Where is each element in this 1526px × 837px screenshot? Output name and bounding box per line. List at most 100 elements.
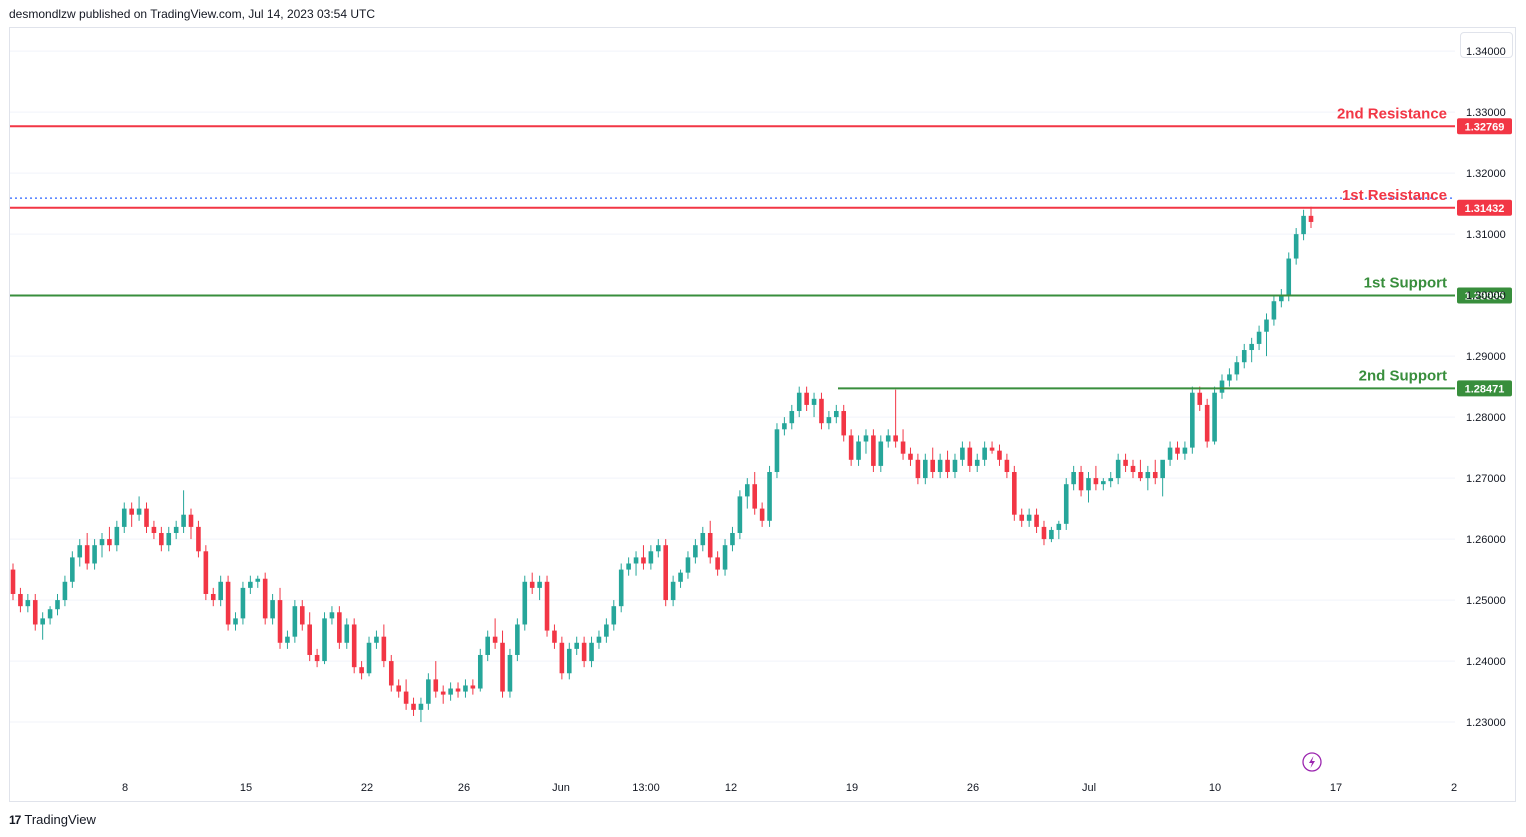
candle — [411, 697, 416, 716]
candle — [982, 441, 987, 466]
candle — [1152, 459, 1158, 485]
candle — [581, 636, 587, 668]
candle — [834, 404, 839, 424]
candle — [151, 520, 157, 540]
candle — [18, 587, 23, 613]
candle — [908, 447, 913, 466]
candle — [915, 453, 921, 485]
price-tag — [1457, 199, 1512, 216]
candle — [448, 682, 453, 701]
candle — [322, 612, 327, 665]
footer-brand[interactable]: TradingView — [24, 812, 96, 827]
candle — [129, 502, 134, 527]
level-label: 1st Resistance — [1342, 187, 1447, 204]
candle — [1264, 313, 1269, 357]
candle — [32, 593, 38, 631]
candle — [1190, 386, 1195, 454]
candle — [1026, 508, 1032, 527]
y-tick-label: 1.29000 — [1466, 351, 1506, 363]
candle — [337, 606, 342, 649]
candle — [1241, 343, 1247, 369]
x-tick-label: 2 — [1451, 782, 1457, 794]
candle — [262, 572, 268, 625]
candle — [856, 435, 861, 466]
candle — [1041, 520, 1047, 546]
price-tag-label: 1.31432 — [1465, 203, 1505, 215]
candle — [967, 441, 973, 473]
candle — [1093, 465, 1099, 491]
candle — [1056, 520, 1062, 540]
candle — [767, 465, 772, 527]
candle — [307, 612, 312, 662]
candle — [552, 624, 557, 649]
y-tick-label: 1.33000 — [1466, 107, 1506, 119]
candle — [744, 478, 750, 509]
y-tick-label: 1.26000 — [1466, 534, 1506, 546]
candle — [989, 441, 995, 454]
candle — [374, 630, 379, 649]
candle — [537, 575, 542, 601]
candle — [173, 520, 179, 540]
level-label: 2nd Support — [1359, 367, 1447, 384]
candle — [774, 423, 780, 479]
candle — [641, 545, 646, 570]
candle — [492, 618, 498, 649]
candle — [440, 685, 446, 704]
candle — [1145, 465, 1151, 491]
x-tick-label: 26 — [967, 782, 979, 794]
candle — [55, 593, 60, 616]
candle — [782, 417, 787, 436]
candle — [477, 648, 483, 692]
candle — [292, 600, 298, 643]
candle — [248, 575, 253, 594]
candle — [277, 587, 283, 649]
candle — [678, 569, 683, 588]
candle — [1138, 459, 1143, 482]
candle — [685, 551, 691, 579]
candle — [270, 593, 275, 625]
candle — [1071, 465, 1076, 491]
y-tick-label: 1.28000 — [1466, 412, 1506, 424]
candle — [47, 606, 53, 625]
candle — [285, 630, 290, 649]
candle — [196, 520, 201, 558]
candle — [1108, 472, 1114, 488]
candle — [314, 648, 320, 668]
lightning-icon[interactable] — [1302, 752, 1322, 772]
candle — [1308, 206, 1314, 229]
candle — [952, 453, 958, 479]
publish-info: desmondlzw published on TradingView.com,… — [9, 7, 375, 21]
candle — [388, 654, 394, 692]
candle — [529, 572, 535, 594]
candle — [1256, 325, 1262, 351]
candle — [589, 636, 594, 668]
x-tick-label: 26 — [458, 782, 470, 794]
candle — [1063, 478, 1069, 530]
price-tag — [1457, 118, 1512, 135]
candle — [1167, 441, 1173, 466]
candle — [426, 673, 431, 710]
candle — [299, 600, 305, 631]
candle — [1182, 441, 1188, 460]
candle — [544, 575, 550, 637]
candle — [121, 502, 127, 533]
chart-settings-button[interactable] — [1460, 32, 1513, 58]
candle — [351, 618, 357, 674]
x-tick-label: 8 — [122, 782, 128, 794]
candle — [997, 444, 1002, 466]
candle — [181, 490, 186, 533]
candle — [77, 539, 83, 567]
candle — [826, 411, 832, 430]
candle — [144, 502, 149, 533]
candle — [99, 532, 105, 558]
candle — [1279, 289, 1284, 308]
candle — [1004, 453, 1010, 479]
candle — [1301, 209, 1306, 241]
candle — [1130, 459, 1136, 479]
candle — [700, 526, 706, 552]
candle — [1271, 295, 1277, 326]
levels: 2nd Resistance 1.32769 1st Resistance 1.314… — [10, 105, 1512, 397]
candle — [893, 389, 898, 448]
candle — [945, 450, 950, 479]
